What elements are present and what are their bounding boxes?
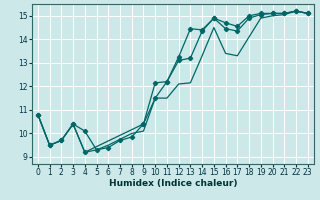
X-axis label: Humidex (Indice chaleur): Humidex (Indice chaleur) [108,179,237,188]
